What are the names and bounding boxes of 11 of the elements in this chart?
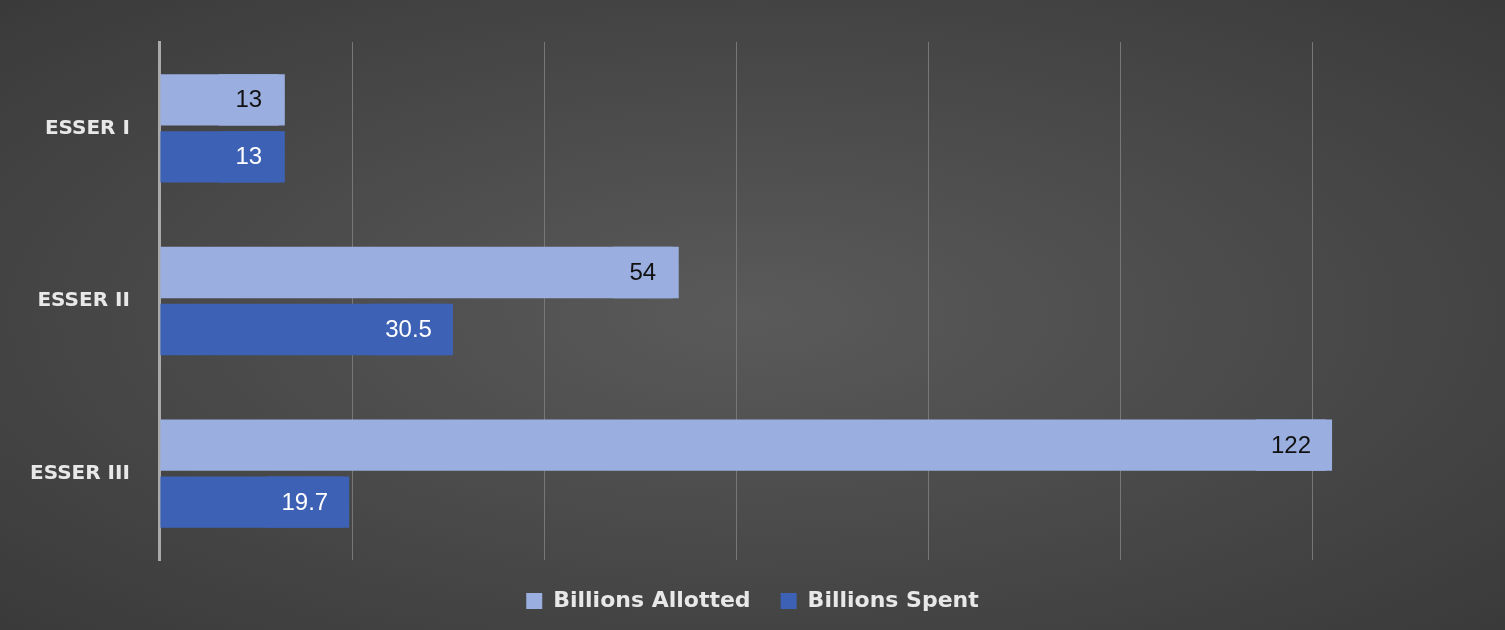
data-label: 19.7 [281,487,329,515]
data-label: 122 [1271,430,1312,458]
data-label: 13 [235,85,263,113]
data-label: 54 [629,258,657,286]
y-tick-label: ESSER II [37,287,130,312]
data-label: 13 [235,142,263,170]
y-tick-label: ESSER III [30,459,130,484]
legend-label: Billions Spent [807,586,980,612]
legend-label: Billions Allotted [553,586,751,612]
y-tick-label: ESSER I [44,114,130,139]
data-label: 30.5 [385,315,432,343]
